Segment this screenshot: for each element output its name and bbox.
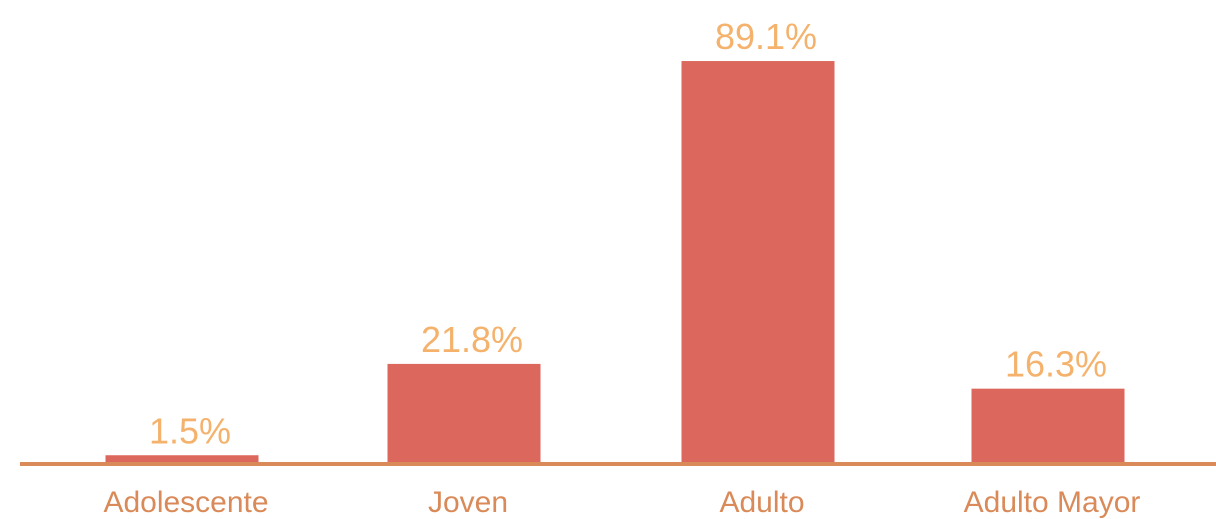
bar [971, 388, 1125, 462]
value-label: 1.5% [149, 410, 231, 451]
bar [681, 61, 835, 463]
value-label: 21.8% [421, 319, 523, 360]
bar [105, 455, 259, 462]
value-label: 89.1% [715, 16, 817, 57]
value-label: 16.3% [1005, 344, 1107, 385]
x-tick-label: Adulto Mayor [964, 486, 1141, 519]
x-tick-label: Joven [428, 486, 508, 519]
x-tick-label: Adolescente [103, 486, 268, 519]
bar [387, 363, 541, 462]
x-tick-label: Adulto [719, 486, 804, 519]
